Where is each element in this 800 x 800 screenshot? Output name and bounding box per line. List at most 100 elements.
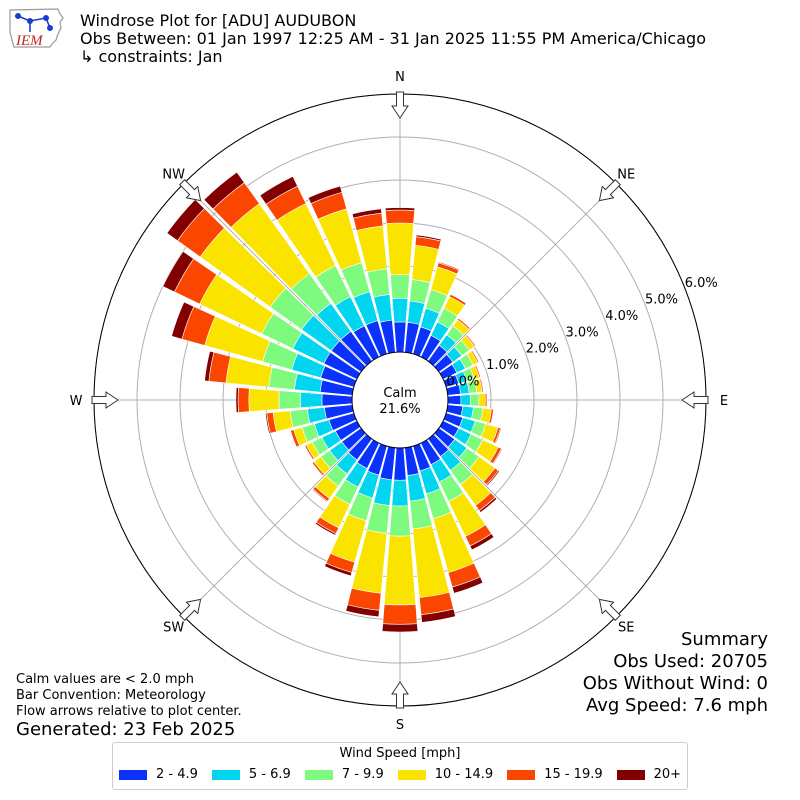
legend-label: 5 - 6.9 xyxy=(248,767,291,782)
station-network-icon xyxy=(15,13,53,32)
wind-bar-segment xyxy=(204,350,215,382)
wind-bar-segment xyxy=(382,604,418,625)
wind-bar-segment xyxy=(385,209,415,224)
radial-tick-label: 4.0% xyxy=(605,309,638,324)
wind-bar-segment xyxy=(366,268,390,298)
chart-constraints: ↳ constraints: Jan xyxy=(80,47,223,66)
wind-bar-segment xyxy=(235,387,239,413)
wind-bar-segment xyxy=(469,393,480,407)
grid-spoke xyxy=(183,399,401,617)
generated-date: Generated: 23 Feb 2025 xyxy=(16,719,236,740)
wind-bar-segment xyxy=(390,274,410,299)
flow-arrow-shape xyxy=(598,179,621,202)
legend-label: 7 - 9.9 xyxy=(341,767,384,782)
flow-arrow-icon xyxy=(91,391,119,409)
wind-bar-segment xyxy=(492,448,503,465)
chart-title: Windrose Plot for [ADU] AUDUBON xyxy=(80,11,357,30)
wind-bar-segment xyxy=(415,234,442,242)
flow-arrow-icon xyxy=(391,91,409,119)
grid-spoke xyxy=(183,183,401,401)
legend-title: Wind Speed [mph] xyxy=(339,746,461,761)
wind-bar-segment xyxy=(162,250,195,293)
wind-bar-segment xyxy=(460,394,471,406)
legend-label: 20+ xyxy=(653,767,682,782)
wind-bar-segment xyxy=(478,496,498,513)
legend-item: 2 - 4.9 xyxy=(119,767,198,782)
legend-swatch xyxy=(507,769,536,780)
flow-arrow-shape xyxy=(391,681,409,709)
wind-bar-segment xyxy=(458,317,472,329)
flow-arrow-icon xyxy=(391,681,409,709)
legend-swatch xyxy=(211,769,240,780)
flow-arrow-shape xyxy=(681,391,709,409)
wind-bar-segment xyxy=(384,207,416,211)
legend-items: 2 - 4.9 5 - 6.9 7 - 9.9 10 - 14.9 15 - 19.9 2… xyxy=(119,767,695,782)
legend-swatch xyxy=(616,769,645,780)
summary-obs-used: Obs Used: 20705 xyxy=(613,651,768,672)
wind-bar-segment xyxy=(460,405,474,419)
flow-arrow-icon xyxy=(179,598,202,621)
wind-bar-segment xyxy=(272,410,294,433)
wind-bar-segment xyxy=(393,447,407,481)
legend-item: 20+ xyxy=(616,767,682,782)
wind-bar-segment xyxy=(393,321,407,353)
radial-tick-label: 1.0% xyxy=(486,358,519,373)
wind-bar-segment xyxy=(278,390,302,410)
legend-swatch xyxy=(119,769,147,780)
calm-note: Calm values are < 2.0 mph xyxy=(16,672,195,687)
wind-bar-segment xyxy=(386,222,414,276)
calm-label: Calm xyxy=(383,386,416,401)
wind-bar-segment xyxy=(259,175,298,205)
summary-title: Summary xyxy=(681,629,768,650)
flow-arrow-shape xyxy=(179,179,202,202)
flow-arrow-shape xyxy=(179,598,202,621)
legend-swatch xyxy=(397,769,426,780)
wind-bar-segment xyxy=(409,279,431,304)
wind-bar-segment xyxy=(389,505,411,537)
wind-bar-segment xyxy=(490,408,495,424)
flow-arrow-shape xyxy=(391,91,409,119)
wind-bar-segment xyxy=(494,427,502,444)
bar-convention-note: Bar Convention: Meteorology xyxy=(16,688,206,703)
compass-label: SW xyxy=(163,620,184,635)
wind-bar-segment xyxy=(248,388,280,412)
wind-bar-segment xyxy=(383,535,417,606)
wind-bar-segment xyxy=(307,185,343,204)
wind-bar-segment xyxy=(345,604,380,618)
legend-label: 15 - 19.9 xyxy=(544,767,603,782)
legend-item: 5 - 6.9 xyxy=(211,767,291,782)
wind-bar-segment xyxy=(469,533,495,551)
legend-item: 10 - 14.9 xyxy=(397,767,494,782)
flow-arrow-shape xyxy=(598,598,621,621)
legend-label: 10 - 14.9 xyxy=(434,767,494,782)
compass-label: SE xyxy=(618,620,634,635)
wind-bar-segment xyxy=(171,301,195,340)
summary-avg-speed: Avg Speed: 7.6 mph xyxy=(586,695,768,716)
wind-bar-segment xyxy=(289,430,297,448)
logo-text: IEM xyxy=(15,33,44,49)
wind-bar-segment xyxy=(391,479,409,507)
wind-bar-segment xyxy=(237,387,250,413)
wind-bar-segment xyxy=(203,171,245,210)
legend-label: 2 - 4.9 xyxy=(156,767,198,782)
flow-arrow-icon xyxy=(179,179,202,202)
compass-label: NW xyxy=(162,168,185,183)
flow-arrows-note: Flow arrows relative to plot center. xyxy=(16,704,242,719)
chart-period: Obs Between: 01 Jan 1997 12:25 AM - 31 J… xyxy=(80,29,706,48)
compass-label: N xyxy=(395,70,405,85)
compass-label: E xyxy=(720,394,728,409)
wind-bar-segment xyxy=(351,208,383,219)
wind-bar-segment xyxy=(381,623,419,633)
flow-arrow-icon xyxy=(598,179,621,202)
wind-bar-segment xyxy=(486,470,500,487)
wind-bar-segment xyxy=(486,392,488,408)
wind-bar-segment xyxy=(479,378,484,393)
compass-label: W xyxy=(70,394,83,409)
iem-logo: IEM xyxy=(9,8,64,49)
legend-item: 15 - 19.9 xyxy=(507,767,603,782)
wind-bar-segment xyxy=(420,608,456,623)
calm-value: 21.6% xyxy=(379,402,420,417)
wind-bar-segment xyxy=(478,393,486,407)
wind-bar-segment xyxy=(300,392,323,408)
